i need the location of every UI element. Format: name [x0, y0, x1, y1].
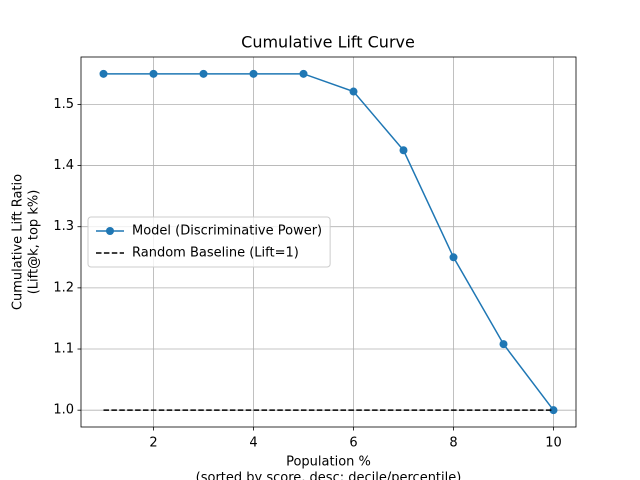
data-point — [299, 69, 308, 78]
y-tick-label: 1.0 — [53, 403, 74, 418]
data-point — [249, 69, 258, 78]
plot-frame — [80, 56, 577, 428]
x-axis-label: Population % — [286, 455, 371, 470]
x-tick-label: 10 — [545, 436, 562, 451]
legend-box — [87, 216, 331, 268]
y-axis-label: Cumulative Lift Ratio — [11, 174, 26, 310]
series-line — [103, 73, 555, 411]
chart-title: Cumulative Lift Curve — [241, 33, 415, 52]
x-tick-label: 2 — [149, 436, 157, 451]
plot-layer: 2 4 6 8 10 1.0 1.1 1.2 1.3 1.4 1.5 Population %(sor… — [11, 56, 577, 480]
legend-marker — [106, 227, 114, 235]
data-point — [449, 253, 458, 262]
x-tick-label: 4 — [249, 436, 257, 451]
y-axis-label: (Lift@k, top k%) — [27, 190, 42, 295]
data-point — [549, 406, 558, 415]
legend-label: Model (Discriminative Power) — [132, 224, 322, 239]
x-axis-label: (sorted by score, desc; decile/percentil… — [196, 471, 462, 480]
legend-label: Random Baseline (Lift=1) — [132, 246, 299, 261]
y-tick-label: 1.3 — [53, 219, 74, 234]
data-point — [399, 146, 408, 155]
data-point — [99, 69, 108, 78]
data-point — [199, 69, 208, 78]
x-tick-label: 6 — [349, 436, 357, 451]
y-tick-label: 1.5 — [53, 97, 74, 112]
data-point — [499, 340, 508, 349]
data-point — [349, 87, 358, 96]
y-tick-label: 1.4 — [53, 158, 74, 173]
x-tick-label: 8 — [449, 436, 457, 451]
y-tick-label: 1.2 — [53, 280, 74, 295]
legend: Model (Discriminative Power) Random Basel… — [87, 216, 331, 268]
y-tick-label: 1.1 — [53, 342, 74, 357]
data-point — [149, 69, 158, 78]
